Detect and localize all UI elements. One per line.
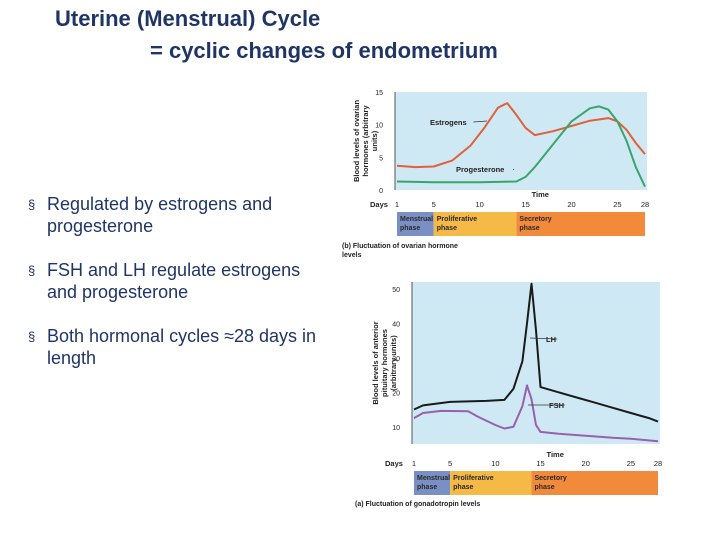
x-tick-label: 5 — [432, 200, 436, 209]
plot-area — [412, 282, 660, 444]
x-tick-label: 28 — [654, 459, 662, 468]
y-axis-label-text: Blood levels of anteriorpituitary hormon… — [371, 321, 398, 404]
x-tick-label: 10 — [475, 200, 483, 209]
bullet-marker-icon: § — [28, 329, 36, 344]
x-tick-label: 1 — [395, 200, 399, 209]
series-label: Progesterone — [456, 165, 504, 174]
phase-band — [397, 212, 434, 236]
x-tick-label: 1 — [412, 459, 416, 468]
y-axis-label: Blood levels of ovarianhormones (arbitra… — [352, 100, 379, 183]
bullet-item: § Regulated by estrogens and progesterone — [28, 193, 328, 237]
phase-label: Proliferative phase — [453, 475, 494, 491]
phase-band — [531, 471, 658, 495]
y-tick-label: 10 — [392, 425, 400, 432]
y-axis-label-text: Blood levels of ovarianhormones (arbitra… — [352, 100, 379, 183]
x-tick-label: 20 — [582, 459, 590, 468]
series-label-leader — [529, 337, 558, 340]
slide-subtitle: = cyclic changes of endometrium — [150, 38, 498, 63]
series-label: LH — [546, 335, 556, 344]
series-line-fsh — [413, 384, 659, 443]
y-tick-label: 50 — [392, 287, 400, 294]
series-label: FSH — [549, 401, 564, 410]
phase-label: Proliferative phase — [437, 216, 478, 232]
series-label-leader — [512, 168, 515, 171]
bullet-list: § Regulated by estrogens and progesterone… — [28, 193, 328, 391]
bullet-text: Both hormonal cycles ≈28 days in length — [47, 326, 317, 368]
y-tick-label: 40 — [392, 321, 400, 328]
y-tick-label: 15 — [375, 90, 383, 97]
bullet-text: FSH and LH regulate estrogens and proges… — [47, 260, 301, 302]
y-tick-label: 20 — [392, 390, 400, 397]
phase-label: Menstrual phase — [400, 216, 433, 232]
phase-label: Menstrual phase — [417, 475, 450, 491]
series-line-lh — [413, 282, 659, 423]
x-axis-prefix: Days — [370, 200, 388, 209]
bullet-item: § Both hormonal cycles ≈28 days in length — [28, 325, 328, 369]
phase-band — [516, 212, 645, 236]
x-tick-label: 10 — [491, 459, 499, 468]
slide-title: Uterine (Menstrual) Cycle — [55, 6, 321, 31]
bullet-marker-icon: § — [28, 197, 36, 212]
x-axis-label: Time — [532, 190, 549, 199]
chart-caption: (a) Fluctuation of gonadotropin levels — [355, 501, 480, 508]
y-tick-label: 10 — [375, 123, 383, 130]
bullet-item: § FSH and LH regulate estrogens and proge… — [28, 259, 328, 303]
y-tick-label: 5 — [379, 155, 383, 162]
x-tick-label: 25 — [627, 459, 635, 468]
x-tick-label: 15 — [536, 459, 544, 468]
series-line-progesterone — [396, 105, 646, 188]
y-tick-label: 0 — [379, 188, 383, 195]
x-tick-label: 28 — [641, 200, 649, 209]
x-tick-label: 15 — [521, 200, 529, 209]
x-tick-label: 25 — [613, 200, 621, 209]
bullet-text: Regulated by estrogens and progesterone — [47, 194, 273, 236]
bullet-marker-icon: § — [28, 263, 36, 278]
x-tick-label: 5 — [448, 459, 452, 468]
series-label-leader — [473, 120, 488, 123]
phase-label: Secretory phase — [519, 216, 551, 232]
y-axis-label: Blood levels of anteriorpituitary hormon… — [371, 321, 398, 404]
phase-band — [433, 212, 517, 236]
series-label: Estrogens — [430, 118, 467, 127]
phase-band — [414, 471, 451, 495]
phase-band — [450, 471, 532, 495]
x-axis-label: Time — [547, 450, 564, 459]
x-tick-label: 20 — [567, 200, 575, 209]
x-axis-prefix: Days — [385, 459, 403, 468]
chart-caption: (b) Fluctuation of ovarian hormone levels — [342, 243, 458, 259]
phase-label: Secretory phase — [534, 475, 566, 491]
y-tick-label: 30 — [392, 356, 400, 363]
